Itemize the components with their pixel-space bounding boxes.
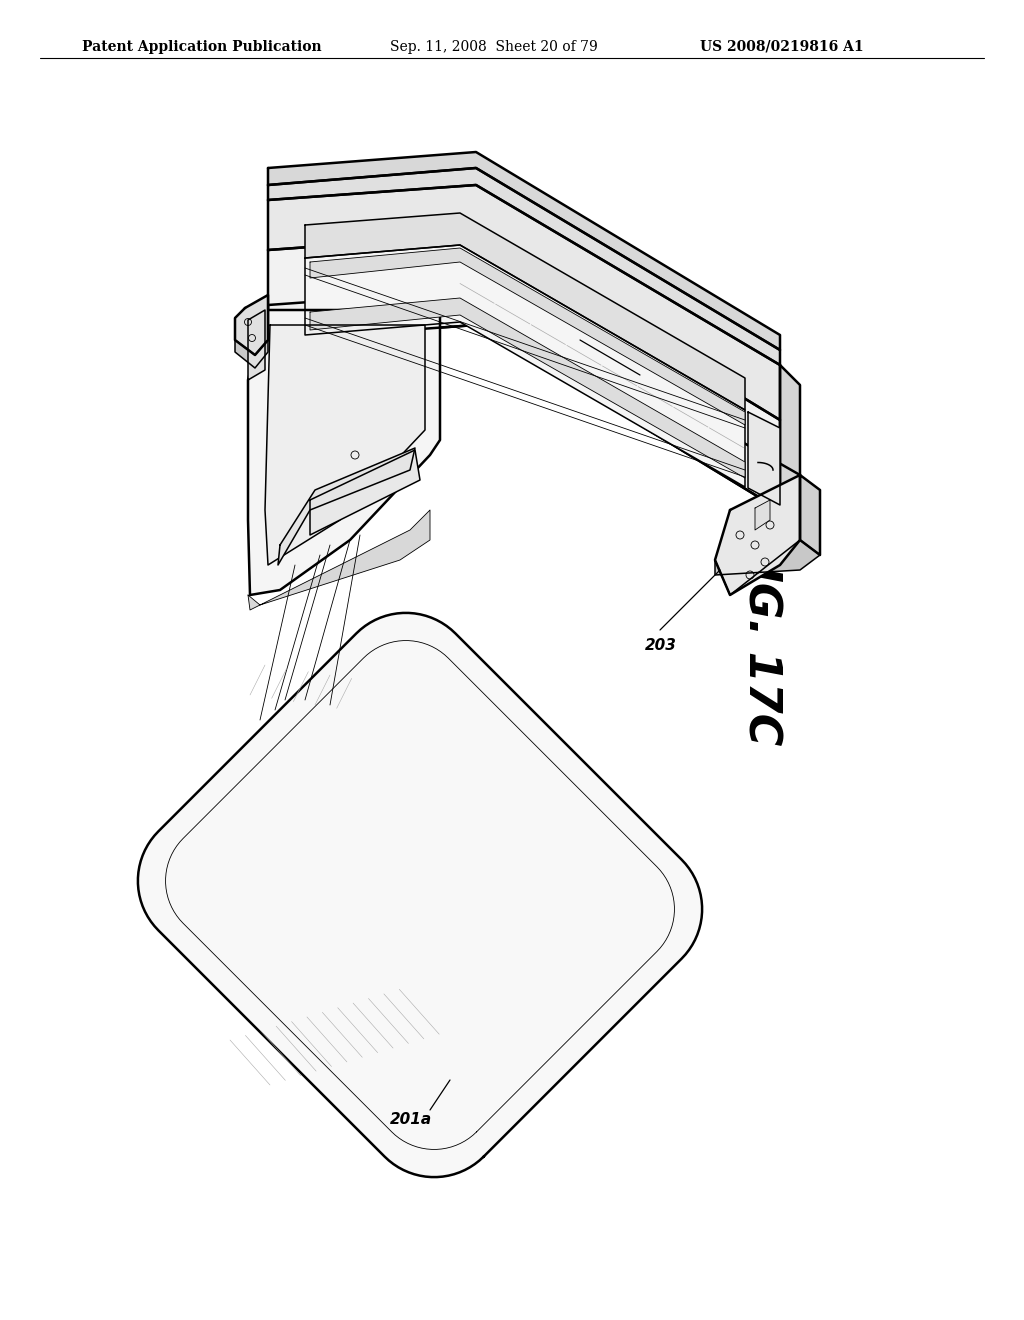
Text: 213: 213 — [590, 322, 622, 338]
Polygon shape — [800, 475, 820, 554]
Polygon shape — [268, 185, 780, 420]
Polygon shape — [268, 235, 780, 510]
Polygon shape — [248, 510, 430, 610]
Polygon shape — [138, 612, 702, 1177]
Polygon shape — [305, 213, 745, 411]
Polygon shape — [268, 152, 780, 350]
Text: Patent Application Publication: Patent Application Publication — [82, 40, 322, 54]
Polygon shape — [310, 248, 745, 425]
Polygon shape — [268, 168, 780, 366]
Polygon shape — [310, 298, 745, 478]
Text: 203: 203 — [645, 638, 677, 652]
Polygon shape — [268, 290, 800, 510]
Polygon shape — [715, 475, 800, 595]
Polygon shape — [715, 540, 820, 595]
Polygon shape — [265, 325, 425, 565]
Polygon shape — [278, 447, 415, 565]
Polygon shape — [310, 450, 420, 535]
Polygon shape — [248, 310, 440, 595]
Text: US 2008/0219816 A1: US 2008/0219816 A1 — [700, 40, 863, 54]
Polygon shape — [234, 294, 268, 355]
Polygon shape — [755, 500, 770, 531]
Text: FIG. 17C: FIG. 17C — [740, 535, 783, 746]
Polygon shape — [748, 412, 780, 506]
Polygon shape — [234, 341, 268, 368]
Polygon shape — [780, 366, 800, 510]
Text: Sep. 11, 2008  Sheet 20 of 79: Sep. 11, 2008 Sheet 20 of 79 — [390, 40, 598, 54]
Polygon shape — [305, 246, 745, 487]
Text: 201a: 201a — [390, 1113, 432, 1127]
Polygon shape — [248, 310, 265, 380]
